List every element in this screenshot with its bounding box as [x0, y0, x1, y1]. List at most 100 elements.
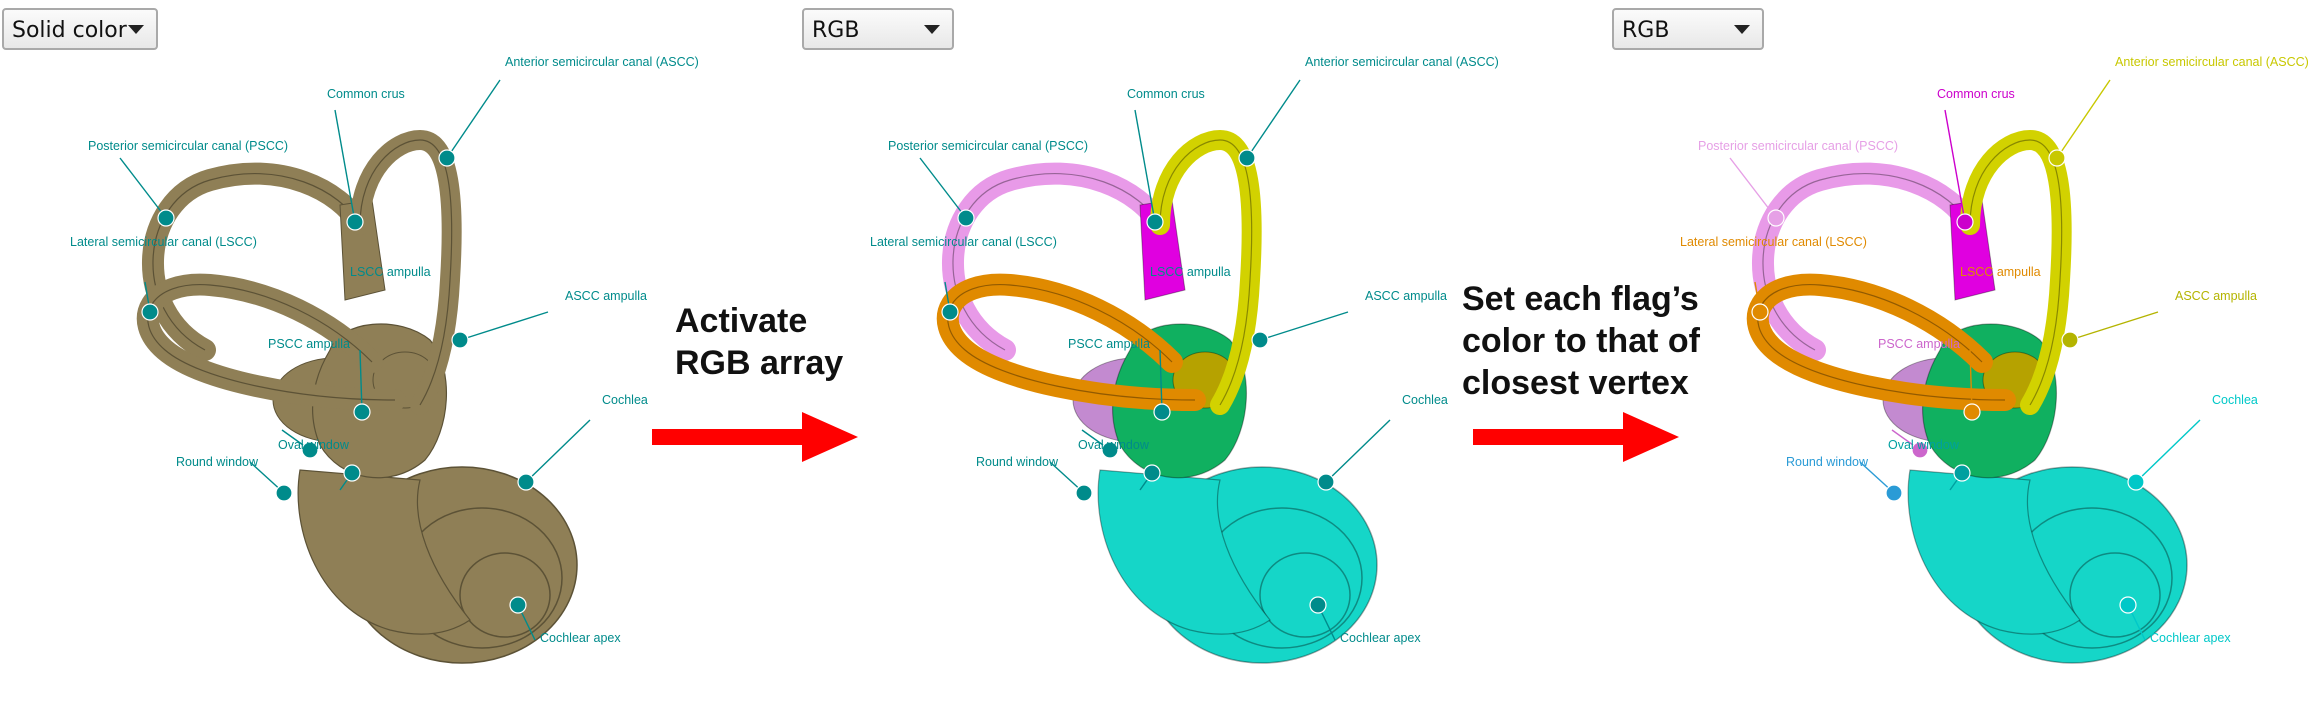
flag-layer: Anterior semicircular canal (ASCC) Common…	[70, 55, 699, 645]
flag-marker[interactable]	[1885, 484, 1903, 502]
flag-marker[interactable]	[1153, 403, 1171, 421]
flag-label: LSCC ampulla	[1960, 265, 2041, 279]
flag-label: Anterior semicircular canal (ASCC)	[505, 55, 699, 69]
flag-leader-line	[1969, 349, 1973, 413]
color-mode-value: RGB	[1622, 18, 1670, 43]
flag-label: Cochlear apex	[1340, 631, 1421, 645]
flag-marker[interactable]	[2061, 331, 2079, 349]
flag-leader-line	[1944, 109, 1966, 223]
flag-label: PSCC ampulla	[1068, 337, 1150, 351]
color-mode-dropdown-2[interactable]: RGB	[802, 8, 954, 50]
anterior-canal	[1960, 129, 2072, 415]
flag-leader-line	[525, 419, 591, 483]
anterior-canal	[1150, 129, 1262, 415]
flag-leader-line	[119, 157, 167, 219]
flag-marker[interactable]	[1956, 213, 1974, 231]
flag-leader-line	[1259, 311, 1349, 341]
flag-marker[interactable]	[1953, 464, 1971, 482]
flag-marker[interactable]	[301, 441, 319, 459]
flag-marker[interactable]	[1767, 209, 1785, 227]
flag-marker[interactable]	[1309, 596, 1327, 614]
color-mode-value: Solid color	[12, 18, 127, 43]
flag-leader-line	[919, 157, 967, 219]
flag-marker[interactable]	[343, 464, 361, 482]
flag-layer: Anterior semicircular canal (ASCC) Common…	[1680, 55, 2309, 645]
flag-label: Lateral semicircular canal (LSCC)	[1680, 235, 1867, 249]
flag-marker[interactable]	[1317, 473, 1335, 491]
flag-label: Round window	[176, 455, 259, 469]
flag-label: LSCC ampulla	[350, 265, 431, 279]
flag-label: ASCC ampulla	[2175, 289, 2257, 303]
flag-marker[interactable]	[941, 303, 959, 321]
flag-marker[interactable]	[1075, 484, 1093, 502]
flag-leader-line	[2069, 311, 2159, 341]
flag-marker[interactable]	[509, 596, 527, 614]
ear-model	[136, 129, 578, 664]
flag-label: PSCC ampulla	[1878, 337, 1960, 351]
flag-leader-line	[334, 109, 356, 223]
flag-label: LSCC ampulla	[1150, 265, 1231, 279]
flag-marker[interactable]	[1751, 303, 1769, 321]
ear-model-render: Anterior semicircular canal (ASCC) Common…	[70, 55, 699, 664]
chevron-down-icon	[1734, 25, 1750, 34]
chevron-down-icon	[128, 25, 144, 34]
color-mode-dropdown-3[interactable]: RGB	[1612, 8, 1764, 50]
flag-label: Posterior semicircular canal (PSCC)	[88, 139, 288, 153]
flag-label: Round window	[976, 455, 1059, 469]
ear-model-render: Anterior semicircular canal (ASCC) Common…	[1680, 55, 2309, 664]
flag-label: Common crus	[327, 87, 405, 101]
chevron-down-icon	[924, 25, 940, 34]
flag-marker[interactable]	[957, 209, 975, 227]
flag-marker[interactable]	[2127, 473, 2145, 491]
viewport-rgb-flags[interactable]: Anterior semicircular canal (ASCC) Common…	[1610, 50, 2320, 690]
viewport-rgb[interactable]: Anterior semicircular canal (ASCC) Common…	[800, 50, 1590, 690]
flag-label: ASCC ampulla	[565, 289, 647, 303]
flag-leader-line	[1325, 419, 1391, 483]
flag-marker[interactable]	[353, 403, 371, 421]
flag-marker[interactable]	[1251, 331, 1269, 349]
ear-model	[936, 129, 1378, 664]
flag-marker[interactable]	[2048, 149, 2066, 167]
flag-label: Anterior semicircular canal (ASCC)	[1305, 55, 1499, 69]
color-mode-dropdown-1[interactable]: Solid color	[2, 8, 158, 50]
flag-marker[interactable]	[1146, 213, 1164, 231]
flag-marker[interactable]	[2119, 596, 2137, 614]
caption-line: color to that of	[1462, 322, 1700, 360]
flag-leader-line	[1246, 79, 1301, 159]
flag-label: Cochlear apex	[2150, 631, 2231, 645]
flag-label: Cochlea	[602, 393, 648, 407]
flag-marker[interactable]	[517, 473, 535, 491]
caption-line: RGB array	[675, 344, 844, 382]
flag-label: Lateral semicircular canal (LSCC)	[70, 235, 257, 249]
flag-marker[interactable]	[275, 484, 293, 502]
flag-marker[interactable]	[1238, 149, 1256, 167]
flag-marker[interactable]	[438, 149, 456, 167]
caption-activate-rgb: Activate RGB array	[675, 300, 843, 384]
flag-label: Lateral semicircular canal (LSCC)	[870, 235, 1057, 249]
flag-label: Anterior semicircular canal (ASCC)	[2115, 55, 2309, 69]
caption-line: Set each flag’s	[1462, 280, 1699, 318]
flag-leader-line	[359, 349, 363, 413]
flag-label: Oval window	[1078, 438, 1150, 452]
flag-leader-line	[446, 79, 501, 159]
right-arrow-icon	[1473, 412, 1679, 462]
flag-leader-line	[2135, 419, 2201, 483]
flag-label: Posterior semicircular canal (PSCC)	[1698, 139, 1898, 153]
flag-label: PSCC ampulla	[268, 337, 350, 351]
flag-leader-line	[2056, 79, 2111, 159]
ear-model-render: Anterior semicircular canal (ASCC) Common…	[870, 55, 1499, 664]
flag-marker[interactable]	[451, 331, 469, 349]
flag-marker[interactable]	[1101, 441, 1119, 459]
flag-marker[interactable]	[1963, 403, 1981, 421]
flag-label: Common crus	[1127, 87, 1205, 101]
right-arrow-icon	[652, 412, 858, 462]
flag-marker[interactable]	[346, 213, 364, 231]
flag-marker[interactable]	[1143, 464, 1161, 482]
flag-marker[interactable]	[157, 209, 175, 227]
flag-marker[interactable]	[141, 303, 159, 321]
flag-label: Oval window	[278, 438, 350, 452]
caption-line: Activate	[675, 302, 808, 340]
viewport-solid[interactable]: Anterior semicircular canal (ASCC) Common…	[0, 50, 790, 690]
flag-leader-line	[1159, 349, 1163, 413]
flag-marker[interactable]	[1911, 441, 1929, 459]
